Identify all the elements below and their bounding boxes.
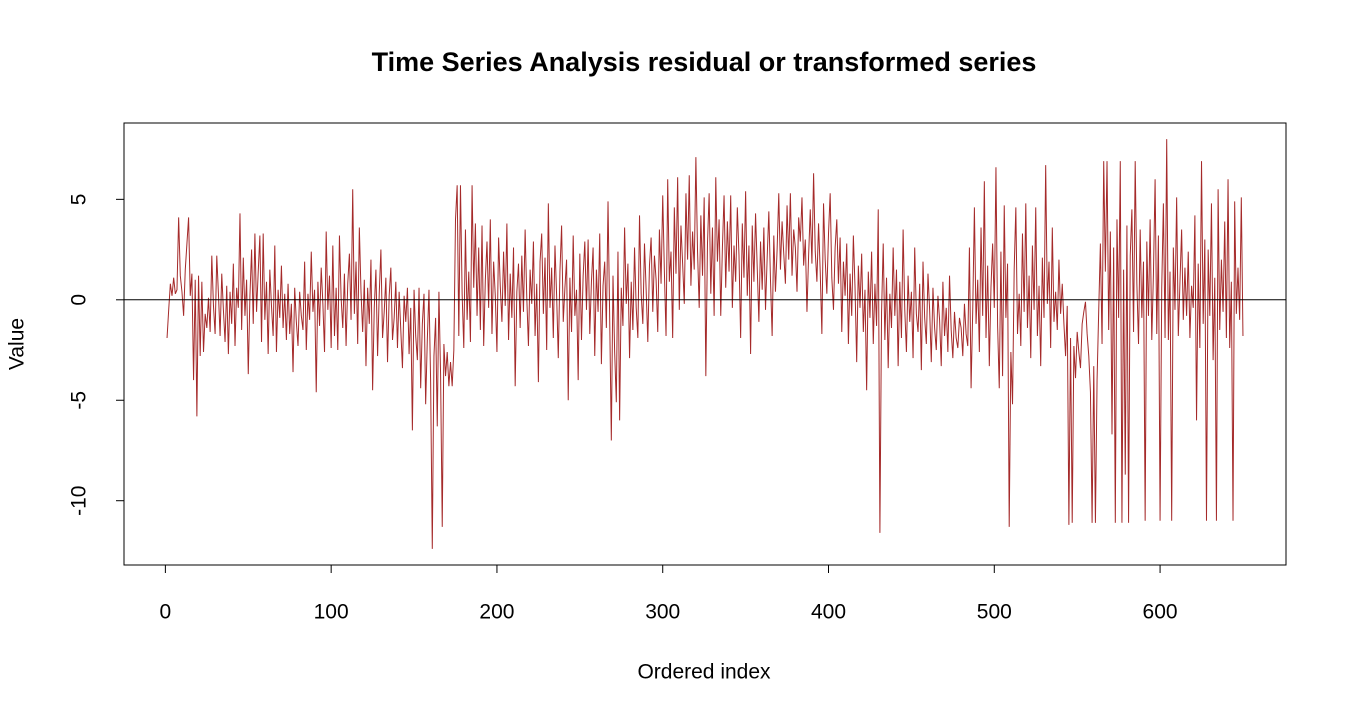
x-tick-label: 400 (811, 601, 846, 624)
x-tick-label: 0 (160, 601, 172, 624)
chart-title: Time Series Analysis residual or transfo… (372, 47, 1037, 77)
y-tick-label: -5 (68, 391, 91, 410)
y-axis-label: Value (6, 318, 29, 370)
y-tick-label: 0 (68, 294, 91, 306)
x-tick-label: 500 (977, 601, 1012, 624)
x-tick-label: 100 (314, 601, 349, 624)
x-axis-label: Ordered index (637, 661, 771, 684)
x-tick-label: 600 (1143, 601, 1178, 624)
series-line (166, 139, 1244, 549)
y-tick-label: -10 (68, 486, 91, 516)
x-tick-label: 300 (645, 601, 680, 624)
y-tick-label: 5 (68, 194, 91, 206)
x-tick-label: 200 (479, 601, 514, 624)
